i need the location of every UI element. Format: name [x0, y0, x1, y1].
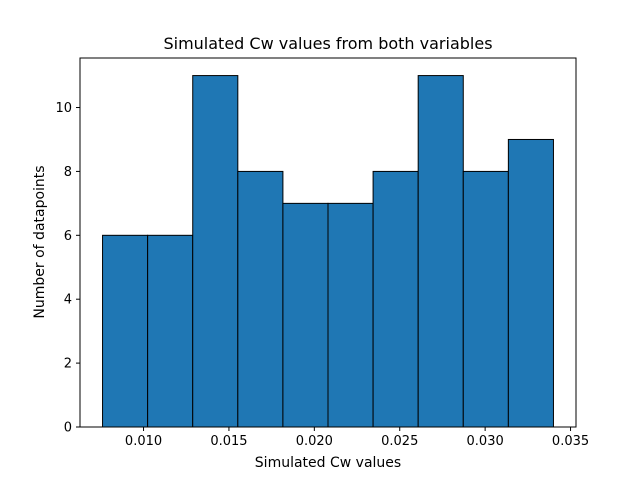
histogram-bar	[462, 170, 509, 428]
x-tick-label: 0.020	[296, 434, 333, 449]
x-axis-ticks: 0.010 0.015 0.020 0.025 0.030 0.035	[125, 427, 589, 449]
x-axis-label: Simulated Cw values	[255, 455, 401, 471]
histogram-bar	[372, 170, 419, 428]
x-tick-label: 0.030	[467, 434, 504, 449]
histogram-bar	[147, 234, 194, 428]
histogram-bar	[327, 202, 374, 428]
y-tick-label: 6	[64, 229, 72, 244]
histogram-bar	[192, 75, 239, 428]
plot-frame	[79, 57, 577, 428]
x-tick-label: 0.025	[381, 434, 418, 449]
histogram-bar	[417, 75, 464, 428]
y-tick-label: 8	[64, 165, 72, 180]
x-tick-label: 0.035	[552, 434, 589, 449]
histogram-bar	[507, 138, 554, 428]
x-tick-label: 0.015	[210, 434, 247, 449]
y-tick-label: 10	[55, 101, 72, 116]
y-axis-ticks: 0 2 4 6 8 10	[55, 101, 80, 436]
histogram-bar	[237, 170, 284, 428]
x-tick-label: 0.010	[125, 434, 162, 449]
histogram-bar	[102, 234, 149, 428]
histogram-bar	[282, 202, 329, 428]
chart-title: Simulated Cw values from both variables	[163, 34, 492, 53]
bars-group	[102, 75, 554, 428]
y-tick-label: 4	[64, 293, 72, 308]
y-tick-label: 0	[64, 421, 72, 436]
y-tick-label: 2	[64, 357, 72, 372]
y-axis-label: Number of datapoints	[32, 165, 48, 318]
